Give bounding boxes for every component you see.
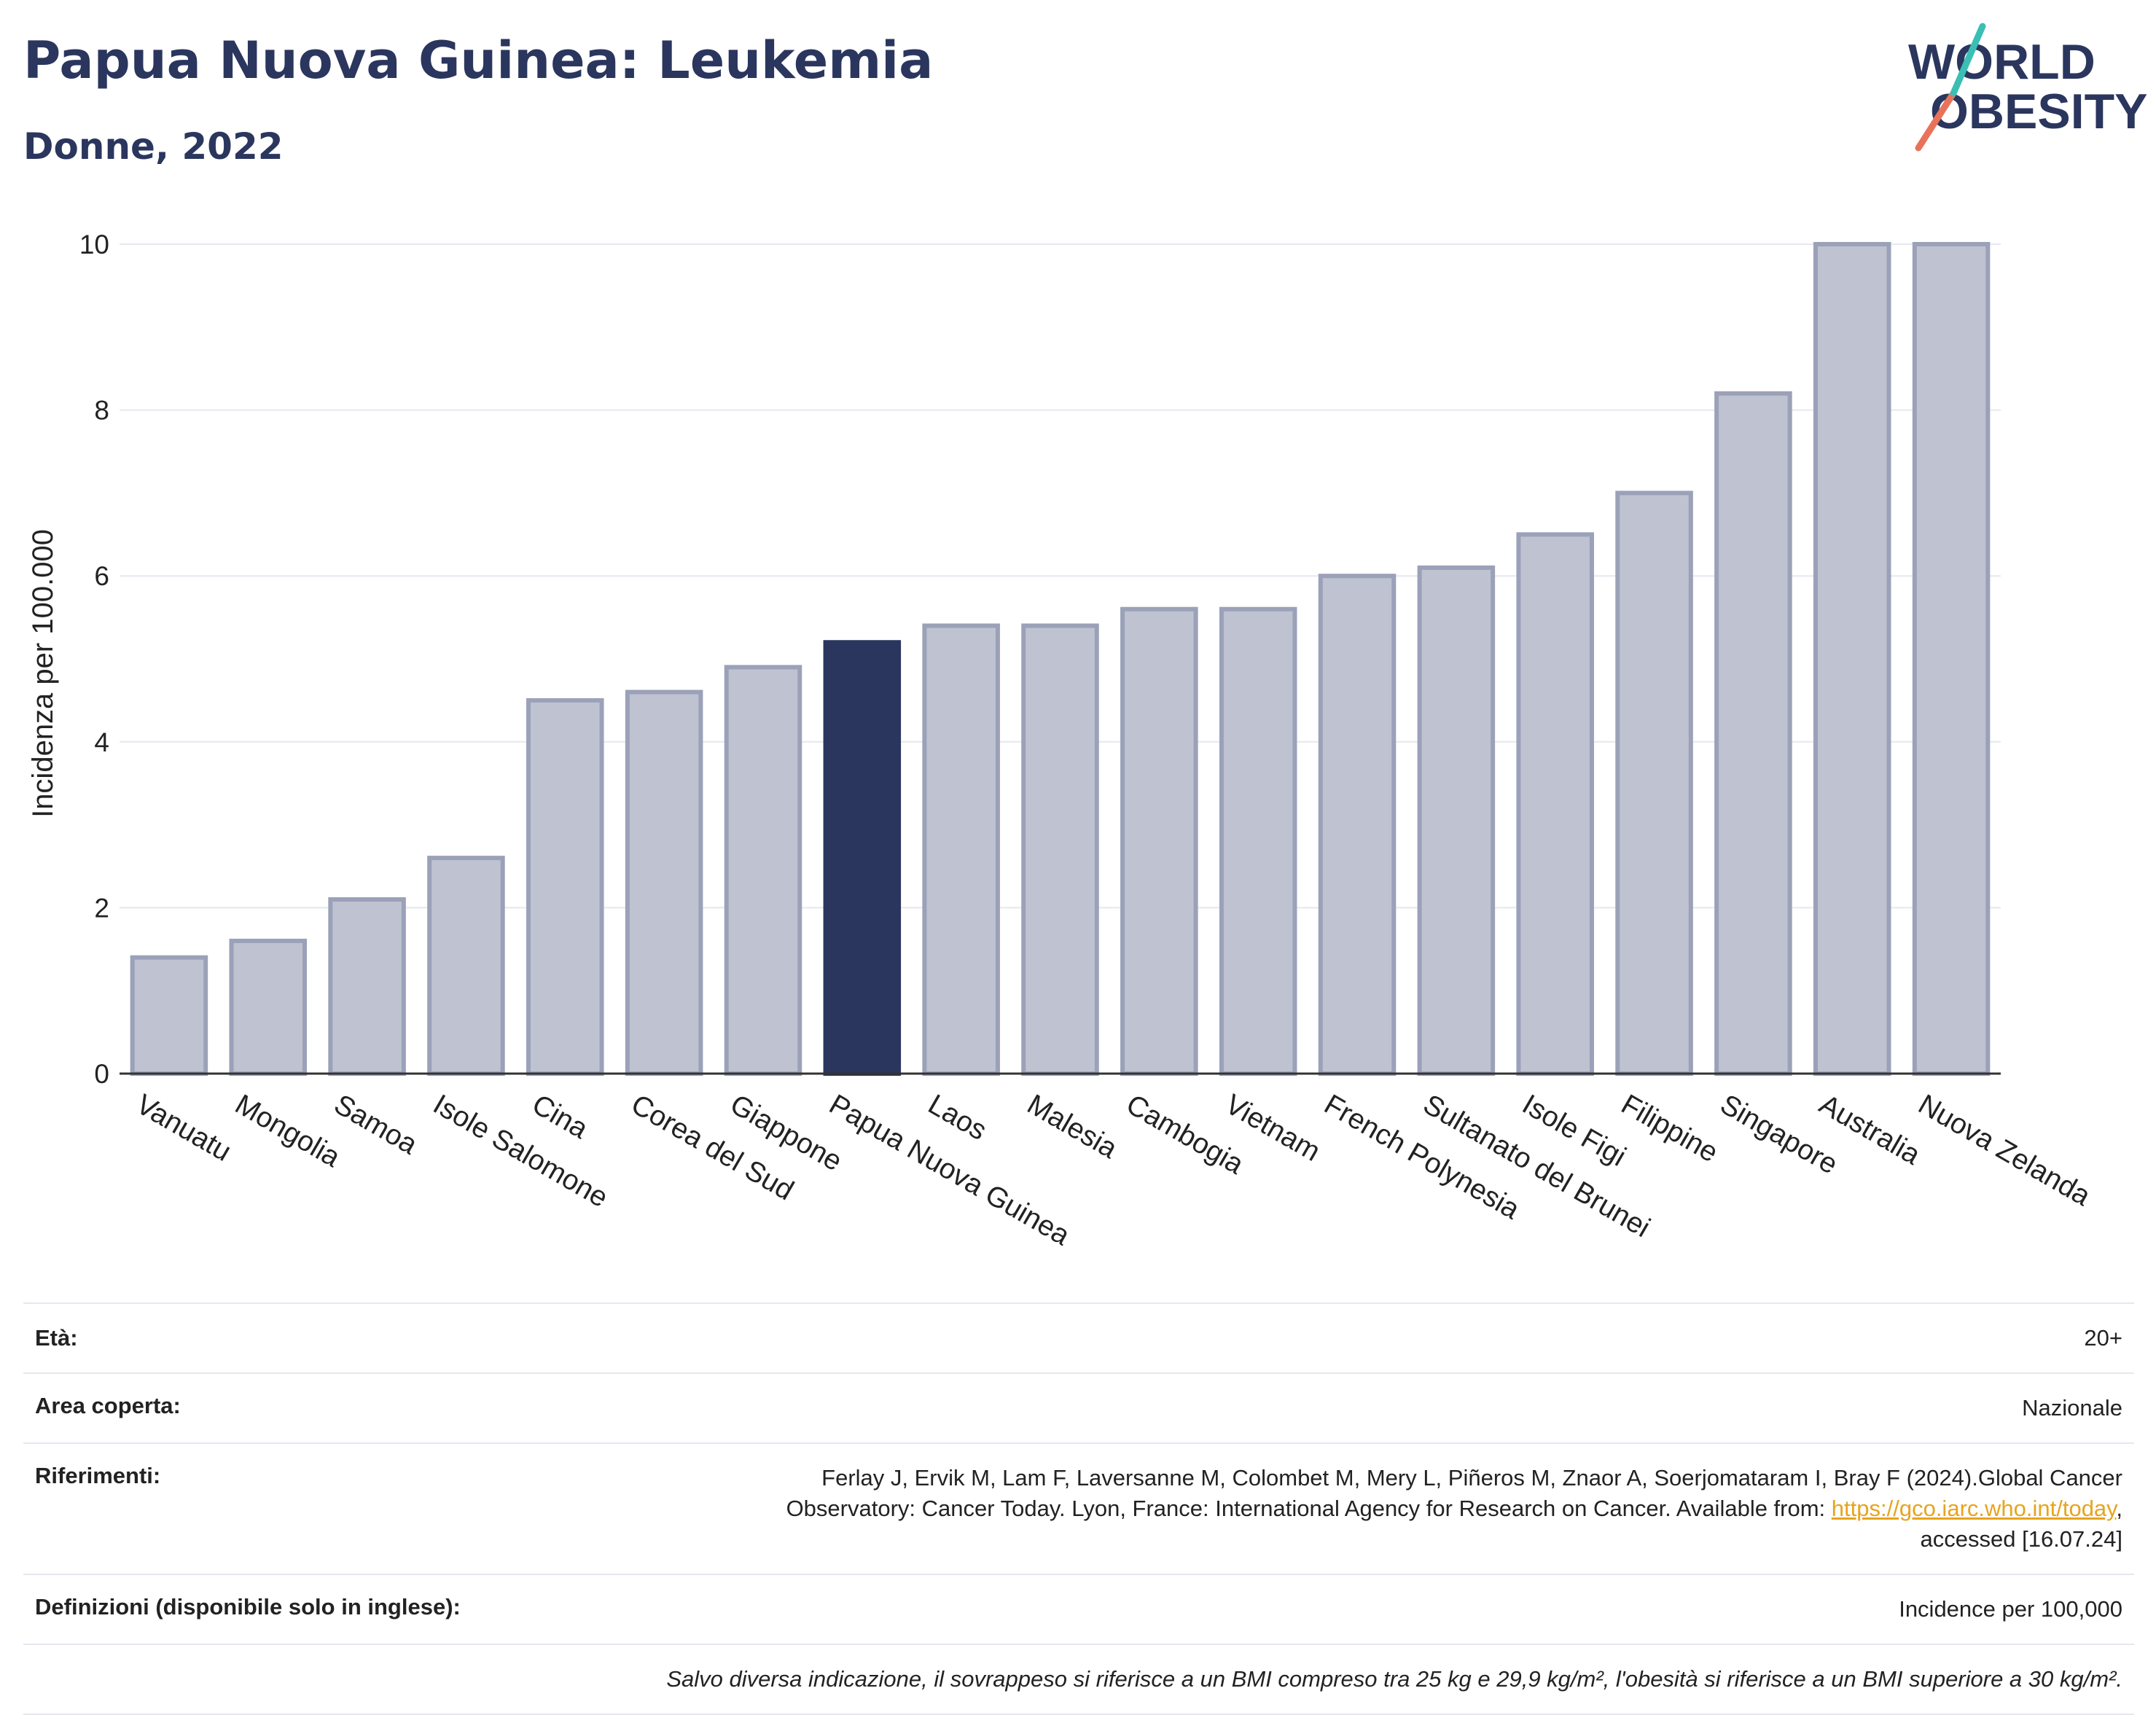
y-tick-labels: 0 2 4 6 8 10 [79, 230, 109, 1089]
bar-nuova-zelanda [1912, 242, 1991, 1076]
x-tick-label: Corea del Sud [626, 1089, 799, 1207]
y-tick-label: 2 [94, 893, 109, 923]
bar-papua-nuova-guinea [823, 640, 902, 1076]
bar-australia [1813, 242, 1891, 1076]
logo-slash-coral [1915, 90, 1957, 152]
bar-filippine [1615, 491, 1693, 1076]
x-tick-label: Mongolia [230, 1089, 345, 1174]
y-tick-label: 4 [94, 727, 109, 757]
footer-row-age: Età: 20+ [23, 1302, 2134, 1372]
y-axis-label: Incidenza per 100.000 [27, 529, 59, 818]
x-tick-label: Isole Salomone [428, 1089, 613, 1214]
age-value: 20+ [2084, 1325, 2122, 1351]
x-tick-label: Malesia [1022, 1089, 1122, 1165]
references-line3: accessed [16.07.24] [1920, 1526, 2122, 1552]
bar-isole-figi [1516, 532, 1594, 1076]
bar-malesia [1021, 623, 1099, 1076]
footer-row-note: Salvo diversa indicazione, il sovrappeso… [23, 1644, 2134, 1715]
bar-laos [922, 623, 1000, 1076]
definitions-value: Incidence per 100,000 [1899, 1596, 2122, 1622]
bar-corea-del-sud [625, 689, 703, 1076]
footer-row-definitions: Definizioni (disponibile solo in inglese… [23, 1574, 2134, 1644]
logo-text-line1: WORLD [1908, 34, 2096, 90]
references-label: Riferimenti: [35, 1463, 161, 1488]
bar-vanuatu [130, 955, 208, 1077]
area-value: Nazionale [2022, 1395, 2122, 1421]
references-link[interactable]: https://gco.iarc.who.int/today [1831, 1496, 2117, 1521]
area-label: Area coperta: [35, 1393, 181, 1418]
x-tick-label: Laos [923, 1089, 992, 1147]
x-tick-label: Vanuatu [130, 1089, 236, 1168]
references-text: Ferlay J, Ervik M, Lam F, Laversanne M, … [786, 1463, 2122, 1555]
bar-mongolia [229, 938, 308, 1077]
bar-vietnam [1219, 606, 1297, 1076]
y-tick-label: 10 [79, 230, 109, 259]
bar-singapore [1714, 391, 1792, 1076]
logo-slash-teal [1950, 23, 1986, 97]
page-subtitle: Donne, 2022 [23, 125, 284, 168]
footer-row-area: Area coperta: Nazionale [23, 1372, 2134, 1442]
bar-samoa [328, 897, 406, 1077]
bar-cambogia [1120, 606, 1198, 1076]
bar-giappone [724, 665, 802, 1076]
bmi-note: Salvo diversa indicazione, il sovrappeso… [666, 1666, 2122, 1692]
references-line1: Ferlay J, Ervik M, Lam F, Laversanne M, … [821, 1465, 2122, 1491]
logo-text-line2: OBESITY [1930, 84, 2148, 139]
y-tick-label: 8 [94, 396, 109, 426]
x-tick-label: Filippine [1616, 1089, 1723, 1169]
world-obesity-logo: WORLD OBESITY [1908, 23, 2148, 152]
bar-sultanato-del-brunei [1417, 565, 1496, 1076]
x-tick-label: Cina [527, 1089, 593, 1145]
bar-cina [526, 698, 604, 1076]
bar-isole-salomone [427, 856, 505, 1076]
bars [130, 242, 1991, 1077]
bar-french-polynesia [1318, 574, 1397, 1076]
y-tick-label: 0 [94, 1059, 109, 1089]
references-comma: , [2116, 1496, 2122, 1521]
definitions-label: Definizioni (disponibile solo in inglese… [35, 1594, 461, 1620]
age-label: Età: [35, 1325, 78, 1351]
y-tick-label: 6 [94, 561, 109, 591]
footer-row-references: Riferimenti: Ferlay J, Ervik M, Lam F, L… [23, 1442, 2134, 1574]
x-tick-label: Nuova Zelanda [1913, 1089, 2096, 1213]
references-line2: Observatory: Cancer Today. Lyon, France:… [786, 1496, 1832, 1521]
footer-table: Età: 20+ Area coperta: Nazionale Riferim… [23, 1302, 2134, 1715]
page-title: Papua Nuova Guinea: Leukemia [23, 31, 934, 90]
